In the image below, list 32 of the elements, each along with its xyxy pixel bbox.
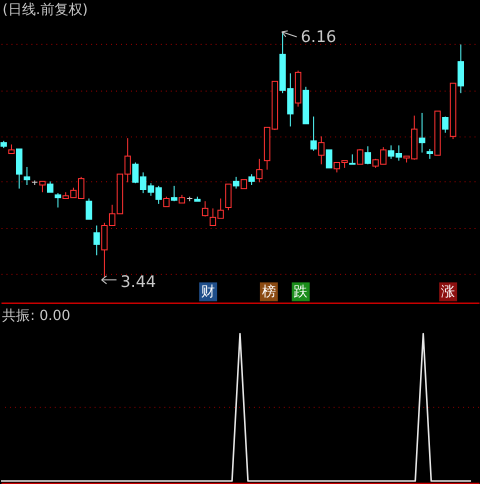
- candlestick: [54, 192, 62, 208]
- candlestick: [364, 146, 372, 165]
- candlestick: [248, 174, 255, 186]
- text: 财: [201, 284, 216, 300]
- candlestick: [418, 112, 426, 154]
- candlestick: [163, 196, 170, 208]
- candlestick: [24, 166, 30, 186]
- candlestick: [356, 148, 364, 165]
- candlestick: [170, 185, 178, 202]
- candlestick: [310, 116, 317, 152]
- candlestick: [86, 198, 92, 220]
- candlestick: [318, 136, 325, 165]
- candlestick: [202, 200, 208, 218]
- candlestick: [8, 144, 15, 154]
- text: 跌: [294, 284, 308, 300]
- candlestick: [225, 184, 232, 211]
- candlestick: [93, 225, 100, 256]
- candlestick: [240, 179, 248, 190]
- candlestick: [442, 116, 449, 134]
- annotation: 6.16: [300, 26, 336, 46]
- candlestick: [426, 148, 434, 160]
- candlestick: [39, 180, 46, 193]
- text: 榜: [262, 284, 276, 300]
- candlestick: [349, 154, 356, 165]
- candlestick: [326, 149, 332, 168]
- candlestick: [46, 180, 54, 193]
- candlestick: [232, 176, 240, 190]
- chart-title: (日线.前复权): [2, 2, 88, 18]
- text: 涨: [441, 284, 456, 300]
- candlestick: [256, 158, 263, 183]
- chart-title: 共振: 0.00: [2, 308, 70, 324]
- annotation: 3.44: [120, 272, 156, 291]
